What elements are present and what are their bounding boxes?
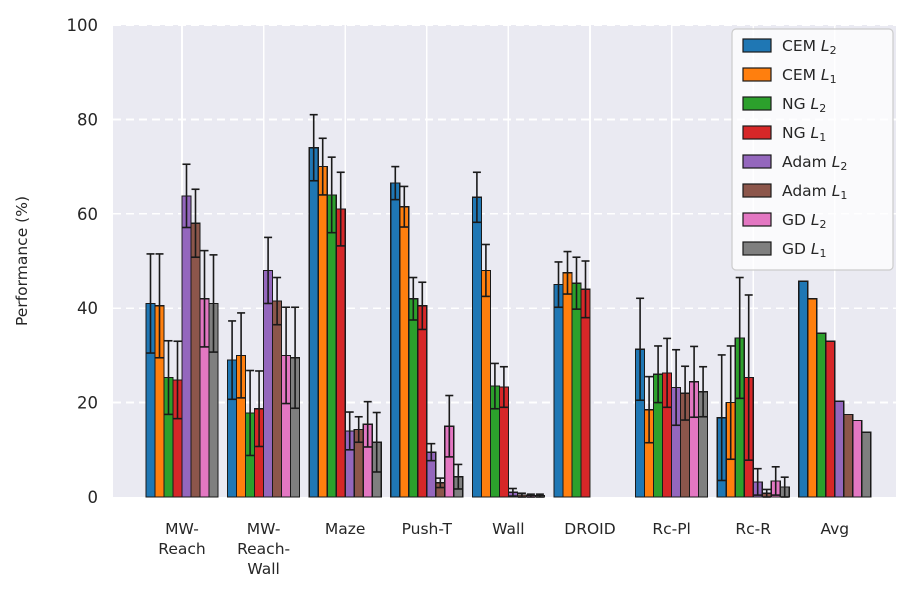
- bar-cem-l2-push-t: [390, 182, 401, 498]
- bar-ng-l1-avg: [825, 340, 836, 498]
- legend-swatch-ng-l2: [742, 96, 772, 111]
- bar-adam-l2-mw-reach: [181, 195, 192, 498]
- bar-ng-l2-avg: [816, 332, 827, 498]
- legend-label-ng-l1: NG L1: [782, 124, 826, 144]
- x-tick-label-rc-pl: Rc-Pl: [652, 520, 691, 538]
- legend-label-cem-l2: CEM L2: [782, 37, 837, 57]
- legend-swatch-cem-l1: [742, 67, 772, 82]
- x-tick-label-wall: Wall: [492, 520, 524, 538]
- legend-label-gd-l2: GD L2: [782, 211, 827, 231]
- bar-adam-l1-avg: [843, 413, 854, 498]
- legend-swatch-adam-l1: [742, 183, 772, 198]
- x-tick-label-push-t: Push-T: [402, 520, 453, 538]
- y-axis-label: Performance (%): [13, 196, 31, 326]
- bar-adam-l1-mw-reach-wall: [272, 300, 283, 498]
- legend: CEM L2 CEM L1 NG L2 NG L1 Adam L2 Adam L1 GD L…: [731, 28, 894, 271]
- x-tick-label-maze: Maze: [325, 520, 366, 538]
- y-tick-label-100: 100: [67, 16, 99, 35]
- bar-cem-l1-droid: [562, 272, 573, 498]
- legend-swatch-gd-l2: [742, 212, 772, 227]
- bar-ng-l1-maze: [335, 208, 346, 498]
- bar-ng-l2-push-t: [408, 298, 419, 498]
- bar-cem-l2-wall: [471, 196, 482, 498]
- bar-cem-l2-avg: [798, 280, 809, 498]
- bar-cem-l1-maze: [317, 166, 328, 498]
- y-tick-label-60: 60: [77, 205, 98, 224]
- x-tick-label-avg: Avg: [820, 520, 849, 538]
- legend-label-ng-l2: NG L2: [782, 95, 826, 115]
- bar-adam-l1-mw-reach: [190, 222, 201, 498]
- y-tick-label-20: 20: [77, 394, 98, 413]
- legend-swatch-adam-l2: [742, 154, 772, 169]
- x-tick-label-mw-reach: MW-Reach: [158, 520, 205, 558]
- x-tick-label-droid: DROID: [564, 520, 615, 538]
- y-tick-label-80: 80: [77, 110, 98, 129]
- bar-adam-l2-avg: [834, 400, 845, 498]
- bar-ng-l1-push-t: [417, 305, 428, 498]
- bar-adam-l2-mw-reach-wall: [263, 269, 274, 498]
- legend-label-cem-l1: CEM L1: [782, 66, 837, 86]
- y-tick-label-0: 0: [88, 488, 99, 507]
- bar-gd-l1-avg: [861, 431, 872, 498]
- bar-cem-l2-droid: [553, 284, 564, 498]
- x-tick-label-mw-reach-wall: MW-Reach-Wall: [237, 520, 290, 578]
- legend-swatch-gd-l1: [742, 241, 772, 256]
- errorbars-layer: [146, 113, 789, 498]
- bar-gd-l2-avg: [852, 419, 863, 498]
- bar-ng-l1-droid: [580, 288, 591, 498]
- legend-label-gd-l1: GD L1: [782, 240, 827, 260]
- x-tick-label-rc-r: Rc-R: [735, 520, 771, 538]
- legend-box: [731, 28, 894, 271]
- bar-cem-l1-avg: [807, 298, 818, 498]
- bar-cem-l1-push-t: [399, 206, 410, 498]
- bar-cem-l2-maze: [308, 147, 319, 498]
- bar-ng-l2-droid: [571, 282, 582, 498]
- legend-swatch-cem-l2: [742, 38, 772, 53]
- legend-swatch-ng-l1: [742, 125, 772, 140]
- bar-cem-l1-wall: [480, 269, 491, 498]
- legend-label-adam-l2: Adam L2: [782, 153, 847, 173]
- y-tick-label-40: 40: [77, 299, 98, 318]
- legend-label-adam-l1: Adam L1: [782, 182, 847, 202]
- bar-ng-l2-maze: [326, 194, 337, 498]
